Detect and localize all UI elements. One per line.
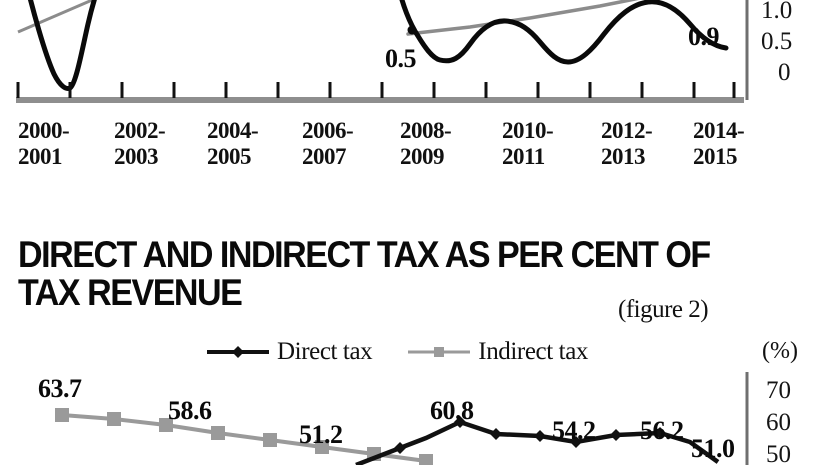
figure-1-chart: 0.5 0.9 1.0 0.5 0 2000- 2001 2002- 2003 …: [0, 0, 826, 180]
x-axis-tick-label: 2004- 2005: [207, 118, 259, 170]
x-axis-tick-label: 2008- 2009: [400, 118, 452, 170]
figure-2-point-label: 63.7: [38, 374, 82, 403]
x-tick-line1: 2006-: [302, 118, 354, 143]
figure-2-point-label: 51.0: [691, 434, 735, 463]
y-axis-tick-label: 60: [766, 409, 791, 436]
figure-1-series-right: [399, 0, 729, 65]
figure-1-x-ticks: [16, 82, 736, 98]
x-tick-line2: 2007: [302, 144, 347, 169]
x-tick-line1: 2012-: [601, 118, 653, 143]
x-tick-line2: 2015: [693, 144, 738, 169]
x-tick-line1: 2002-: [114, 118, 166, 143]
figure-2-tag: (figure 2): [618, 296, 709, 323]
x-axis-tick-label: 2014- 2015: [693, 118, 745, 170]
figure-2-title: DIRECT AND INDIRECT TAX AS PER CENT OF T…: [18, 234, 711, 313]
x-tick-line2: 2001: [18, 144, 63, 169]
figure-2-y-axis-unit: (%): [762, 338, 798, 364]
y-axis-tick-label: 1.0: [761, 0, 793, 24]
direct-tax-marker-icon: [207, 346, 269, 358]
figure-1-x-axis-labels: 2000- 2001 2002- 2003 2004- 2005 2006- 2…: [0, 118, 760, 178]
figure-2-point-label: 54.2: [552, 416, 596, 445]
figure-2-point-label: 56.2: [640, 416, 684, 445]
y-axis-tick-label: 0: [778, 59, 791, 86]
x-axis-tick-label: 2000- 2001: [18, 118, 70, 170]
legend-label-indirect-tax: Indirect tax: [478, 338, 588, 365]
x-tick-line1: 2014-: [693, 118, 745, 143]
legend-item-direct-tax[interactable]: Direct tax: [205, 338, 373, 366]
x-tick-line1: 2000-: [18, 118, 70, 143]
legend-item-indirect-tax[interactable]: Indirect tax: [406, 338, 588, 366]
x-tick-line2: 2003: [114, 144, 159, 169]
x-tick-line2: 2013: [601, 144, 646, 169]
figure-2-series-indirect-tax: [61, 413, 427, 463]
x-tick-line1: 2004-: [207, 118, 259, 143]
figure-2-point-label: 51.2: [299, 420, 343, 449]
x-tick-line2: 2011: [502, 144, 545, 169]
y-axis-tick-label: 50: [766, 441, 791, 468]
figure-2-legend: Direct tax Indirect tax: [205, 338, 588, 366]
x-tick-line2: 2005: [207, 144, 252, 169]
figure-2-chart: Direct tax Indirect tax: [0, 330, 826, 467]
figure-2-markers-direct-tax: [394, 416, 666, 454]
figure-2-point-label: 58.6: [168, 396, 212, 425]
x-tick-line1: 2010-: [502, 118, 554, 143]
figure-2-point-label: 60.8: [430, 396, 474, 425]
legend-label-direct-tax: Direct tax: [277, 338, 373, 365]
x-tick-line2: 2009: [400, 144, 445, 169]
figure-2-plot: [55, 372, 749, 465]
figure-1-point-label: 0.9: [688, 22, 720, 51]
x-tick-line1: 2008-: [400, 118, 452, 143]
indirect-tax-marker-icon: [408, 347, 471, 357]
figure-2-title-block: DIRECT AND INDIRECT TAX AS PER CENT OF T…: [18, 236, 808, 312]
figure-2-y-axis-labels: 70 60 50: [766, 378, 826, 474]
figure-1-y-axis-labels: 1.0 0.5 0: [761, 0, 826, 91]
figure-1-point-label: 0.5: [385, 44, 417, 73]
figure-1-data-point: [407, 25, 417, 35]
x-axis-tick-label: 2002- 2003: [114, 118, 166, 170]
x-axis-tick-label: 2012- 2013: [601, 118, 653, 170]
figure-1-plot: [16, 0, 749, 103]
x-axis-tick-label: 2010- 2011: [502, 118, 554, 170]
figure-1-trend-line-right: [406, 0, 639, 36]
y-axis-tick-label: 0.5: [761, 28, 793, 55]
x-axis-tick-label: 2006- 2007: [302, 118, 354, 170]
y-axis-tick-label: 70: [766, 377, 791, 404]
